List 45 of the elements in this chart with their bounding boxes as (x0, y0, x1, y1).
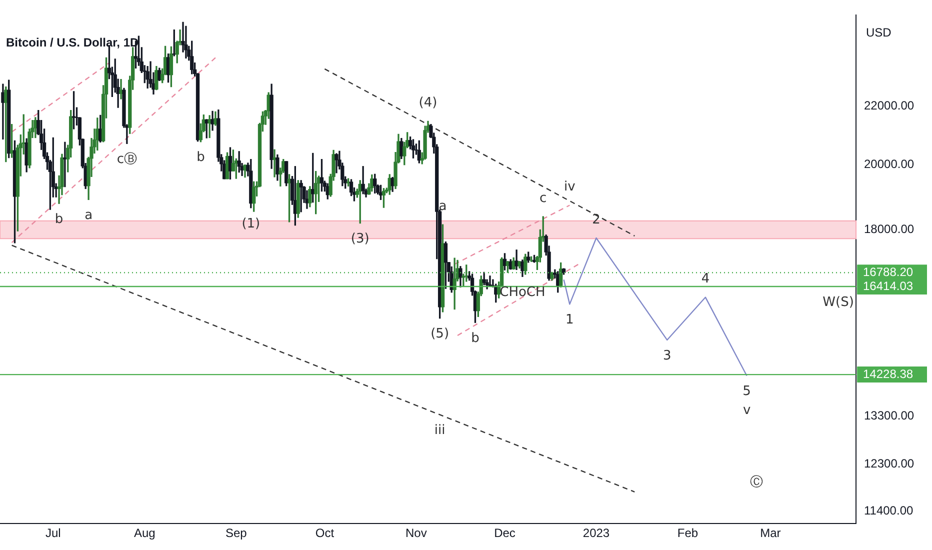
x-tick-label: Aug (134, 526, 156, 540)
annotation: Ⓒ (750, 474, 764, 490)
annotation: (4) (418, 96, 438, 111)
annotation: 4 (701, 272, 710, 287)
y-tick-label: 13300.00 (864, 408, 914, 422)
x-tick-label: Jul (45, 526, 61, 540)
x-tick-label: Dec (494, 526, 516, 540)
y-tick-label: 12300.00 (864, 456, 914, 471)
annotation: 3 (662, 348, 672, 364)
annotation: W(S) (822, 294, 854, 310)
annotation: b (196, 150, 205, 166)
x-tick-label: Mar (760, 526, 781, 540)
candlestick (452, 258, 456, 310)
ref-line-label: 14228.38 (863, 366, 914, 381)
x-tick-label: Nov (406, 526, 427, 540)
annotation: iii (434, 423, 446, 438)
annotation: a (84, 208, 93, 224)
annotation: c (540, 190, 547, 206)
annotation: 1 (566, 312, 574, 328)
x-tick-label: Oct (315, 526, 335, 540)
candlestick (299, 180, 303, 212)
x-tick-label: Feb (677, 526, 698, 540)
y-tick-label: 22000.00 (864, 98, 914, 112)
y-tick-label: 20000.00 (864, 157, 914, 172)
y-axis-title: USD (866, 26, 892, 40)
annotation: b (471, 330, 480, 346)
candlestick (361, 166, 365, 194)
y-tick-label: 18000.00 (864, 222, 914, 236)
ref-line-label: 16414.03 (863, 278, 914, 293)
annotation: 5 (742, 384, 751, 400)
annotation: (5) (430, 326, 450, 342)
annotation: cⒷ (116, 152, 137, 168)
annotation: (3) (350, 232, 370, 247)
annotation: CHoCH (500, 285, 546, 300)
candlestick (488, 276, 492, 286)
annotation: b (54, 212, 64, 227)
annotation: (1) (242, 216, 260, 232)
y-tick-label: 11400.00 (864, 503, 914, 518)
annotation: v (742, 403, 751, 418)
x-tick-label: Sep (225, 526, 248, 540)
x-tick-label: 2023 (582, 526, 610, 540)
ref-line-label: 16788.20 (863, 264, 914, 279)
annotation: a (438, 198, 447, 214)
candlestick (184, 26, 188, 59)
annotation: iv (564, 180, 576, 195)
